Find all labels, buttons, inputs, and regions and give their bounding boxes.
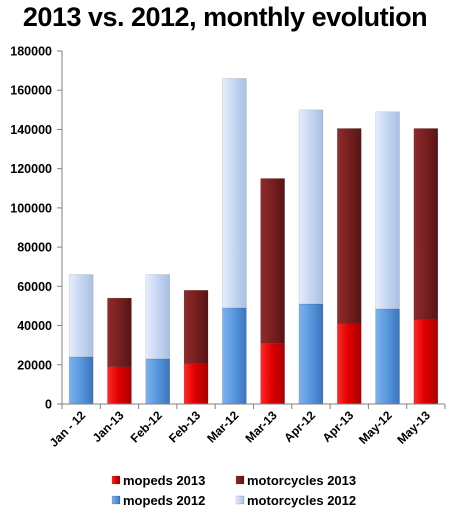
- y-tick-label: 100000: [10, 201, 52, 215]
- y-axis: 0 20000 40000 60000 80000 100000 120000 140000 1…: [10, 45, 63, 412]
- bar-mopeds-2012: [145, 358, 170, 405]
- y-tick-label: 40000: [17, 319, 52, 333]
- y-tick-label: 120000: [10, 162, 52, 176]
- bar-motorcycles-2013: [260, 178, 285, 344]
- legend-swatch: [111, 495, 121, 505]
- bar-mopeds-2013: [260, 342, 285, 405]
- bar-motorcycles-2013: [183, 290, 209, 365]
- bar-motorcycles-2013: [337, 128, 362, 324]
- legend: mopeds 2013 motorcycles 2013 mopeds 2012 mo…: [111, 473, 356, 508]
- bar-motorcycles-2013: [413, 128, 439, 320]
- bar-mopeds-2013: [183, 363, 209, 405]
- chart-title: 2013 vs. 2012, monthly evolution: [22, 2, 428, 32]
- bar-motorcycles-2012: [145, 274, 170, 360]
- bar-mopeds-2013: [107, 366, 132, 405]
- bar-mopeds-2012: [222, 307, 247, 405]
- x-tick-label: Apr-12: [281, 408, 318, 445]
- x-tick-label: May-13: [394, 408, 433, 447]
- legend-swatch: [235, 475, 245, 485]
- legend-label: mopeds 2012: [123, 493, 205, 508]
- legend-label: motorcycles 2013: [247, 473, 356, 488]
- y-tick-label: 180000: [10, 45, 52, 59]
- bar-motorcycles-2012: [298, 109, 324, 305]
- y-tick-label: 60000: [17, 280, 52, 294]
- bar-mopeds-2012: [68, 356, 94, 405]
- y-tick-label: 0: [45, 398, 52, 412]
- legend-swatch: [111, 475, 121, 485]
- bar-motorcycles-2012: [222, 78, 247, 309]
- bars: [68, 78, 439, 405]
- y-tick-label: 20000: [17, 358, 52, 372]
- y-tick-label: 80000: [17, 241, 52, 255]
- bar-motorcycles-2012: [375, 111, 400, 310]
- bar-motorcycles-2013: [107, 297, 132, 367]
- x-tick-label: May-12: [356, 408, 395, 447]
- legend-label: mopeds 2013: [123, 473, 205, 488]
- y-tick-label: 140000: [10, 123, 52, 137]
- legend-label: motorcycles 2012: [247, 493, 356, 508]
- x-axis: Jan - 12 Jan-13 Feb-12 Feb-13 Mar-12 Mar-13 Ap…: [47, 403, 446, 450]
- x-tick-label: Mar-12: [204, 408, 241, 445]
- bar-mopeds-2012: [375, 308, 400, 405]
- x-tick-label: Jan - 12: [47, 408, 89, 450]
- x-tick-label: Apr-13: [320, 408, 357, 445]
- bar-mopeds-2013: [337, 323, 362, 405]
- x-tick-label: Jan-13: [90, 408, 127, 445]
- bar-mopeds-2012: [298, 303, 324, 405]
- legend-swatch: [235, 495, 245, 505]
- x-tick-label: Feb-12: [128, 408, 165, 445]
- bar-motorcycles-2012: [68, 274, 94, 358]
- y-tick-label: 160000: [10, 84, 52, 98]
- x-tick-label: Feb-13: [166, 408, 203, 445]
- x-tick-label: Mar-13: [243, 408, 280, 445]
- bar-mopeds-2013: [413, 319, 439, 405]
